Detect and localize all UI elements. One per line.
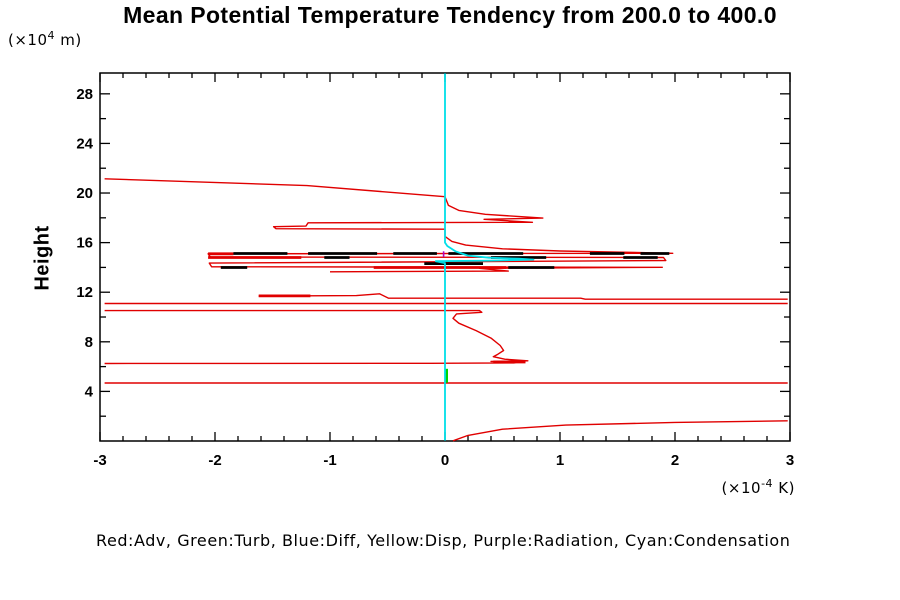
x-unit-label: (×10-4 K) (721, 477, 795, 497)
svg-text:12: 12 (76, 284, 93, 301)
y-unit-label: (×104 m) (8, 29, 82, 49)
x-tick-labels: -3 -2 -1 0 1 2 3 (93, 452, 794, 469)
svg-text:16: 16 (76, 235, 93, 252)
svg-text:24: 24 (76, 135, 93, 152)
series-adv (104, 178, 788, 442)
series-overlay-black-dashes (220, 252, 670, 269)
svg-text:28: 28 (76, 86, 93, 103)
svg-text:1: 1 (556, 452, 564, 469)
svg-text:4: 4 (85, 383, 94, 400)
series-condensation (434, 73, 535, 441)
svg-text:3: 3 (786, 452, 794, 469)
svg-text:2: 2 (671, 452, 679, 469)
svg-text:-2: -2 (208, 452, 221, 469)
svg-text:-1: -1 (323, 452, 336, 469)
svg-text:-3: -3 (93, 452, 106, 469)
series-adv-thick (208, 252, 526, 364)
y-tick-labels: 4 8 12 16 20 24 28 (76, 86, 93, 401)
legend-note: Red:Adv, Green:Turb, Blue:Diff, Yellow:D… (96, 531, 791, 550)
svg-text:0: 0 (441, 452, 449, 469)
svg-text:20: 20 (76, 185, 93, 202)
y-ticks (100, 93, 790, 417)
svg-text:8: 8 (85, 334, 93, 351)
chart-title: Mean Potential Temperature Tendency from… (123, 2, 777, 28)
